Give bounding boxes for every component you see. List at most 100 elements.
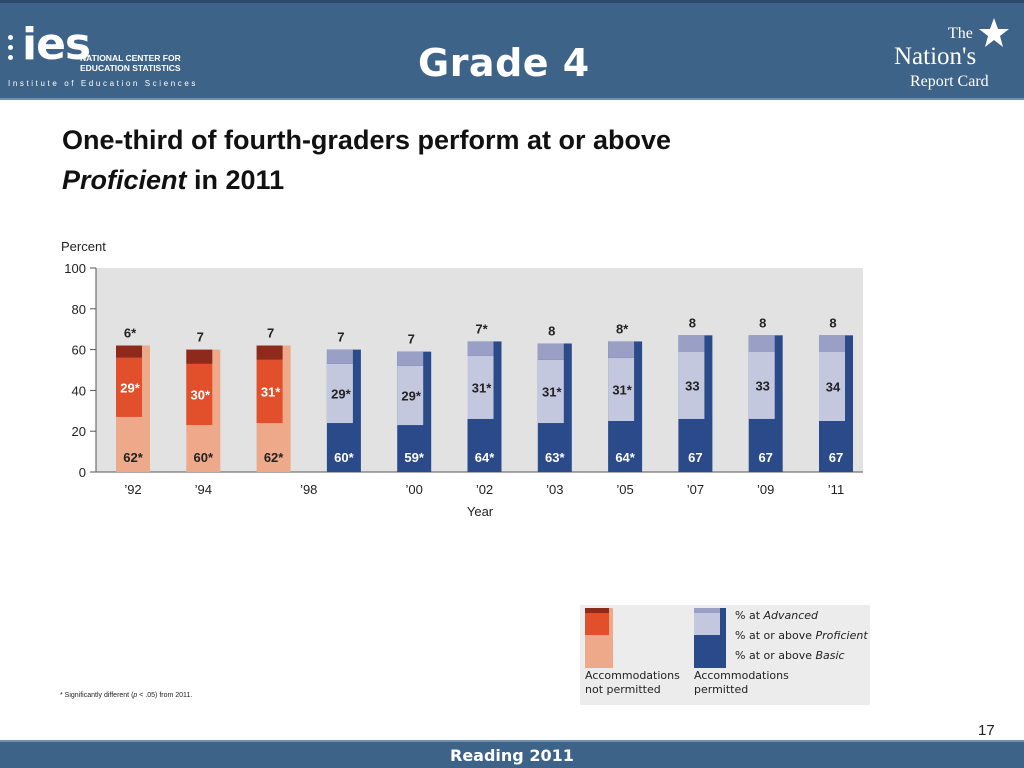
data-label-advanced: 8	[689, 315, 696, 330]
x-tick-label: ’09	[757, 482, 774, 497]
bar-advanced	[608, 341, 635, 358]
data-label-basic: 64*	[615, 450, 635, 465]
ies-logo-subtitle: Institute of Education Sciences	[8, 79, 198, 88]
y-tick-label: 80	[72, 302, 86, 317]
stacked-bar-chart: Percent Year 0 20 40 60 80 100 62* 29* 6* 60* 30* 7…	[61, 239, 863, 519]
nrc-the-text: The	[948, 25, 973, 42]
ies-logo-name-line2: EDUCATION STATISTICS	[80, 63, 181, 73]
data-label-proficient: 33	[685, 378, 699, 393]
bar-advanced	[326, 349, 353, 364]
page-number: 17	[978, 722, 995, 739]
footer-title: Reading 2011	[450, 746, 574, 765]
header-divider	[0, 98, 1024, 100]
x-tick-label: ’11	[828, 482, 844, 497]
bar-advanced	[819, 335, 845, 352]
data-label-proficient: 31*	[612, 382, 632, 397]
data-label-proficient: 34	[826, 379, 841, 394]
data-label-basic: 60*	[194, 450, 214, 465]
legend-basic: % at or above Basic	[735, 649, 845, 662]
data-label-advanced: 7	[408, 332, 415, 347]
headline-line2: Proficient in 2011	[62, 160, 882, 200]
bar-proficient	[326, 363, 353, 424]
ies-logo-name-line1: NATIONAL CENTER FOR	[80, 53, 181, 63]
data-label-proficient: 30*	[191, 387, 211, 402]
data-label-proficient: 31*	[542, 384, 562, 399]
nrc-report-card-text: Report Card	[910, 73, 989, 90]
x-tick-label: ’00	[406, 482, 423, 497]
legend-swatch-permitted	[694, 608, 726, 668]
bar-proficient	[678, 351, 705, 419]
legend-proficient: % at or above Proficient	[735, 629, 868, 642]
x-tick-label: ’07	[687, 482, 704, 497]
legend-permitted-line1: Accommodations	[694, 669, 789, 682]
data-label-basic: 64*	[475, 450, 495, 465]
x-tick-label: ’05	[616, 482, 633, 497]
legend-not-permitted-line1: Accommodations	[585, 669, 680, 682]
x-axis-label: Year	[467, 504, 494, 519]
y-axis-label: Percent	[61, 239, 106, 254]
data-label-basic: 59*	[404, 450, 424, 465]
data-label-advanced: 7	[267, 326, 274, 341]
data-label-proficient: 31*	[472, 380, 492, 395]
bar-proficient	[537, 359, 564, 424]
data-label-advanced: 8	[548, 323, 555, 338]
data-label-proficient: 29*	[401, 389, 421, 404]
legend-swatch-not-permitted	[585, 608, 613, 668]
x-tick-label: ’98	[300, 482, 317, 497]
slide-headline: One-third of fourth-graders perform at o…	[62, 120, 882, 200]
bar-proficient	[397, 365, 424, 426]
footnote-prefix: * Significantly different (	[60, 692, 134, 699]
ies-logo-mark: ies	[22, 19, 91, 70]
x-tick-label: ’94	[195, 482, 212, 497]
footnote-italic: p	[133, 692, 138, 699]
star-icon	[979, 18, 1009, 47]
footnote: * Significantly different (p < .05) from…	[60, 692, 192, 699]
legend-proficient-em: Proficient	[815, 629, 868, 642]
bar-advanced	[748, 335, 775, 352]
nations-report-card-logo: The Nation's Report Card	[880, 17, 1020, 97]
bar-proficient	[256, 359, 283, 424]
data-label-basic: 62*	[264, 450, 284, 465]
data-label-proficient: 29*	[120, 380, 140, 395]
data-label-advanced: 8	[759, 315, 766, 330]
chart-legend: % at Advanced % at or above Proficient %…	[580, 605, 870, 705]
data-label-proficient: 31*	[261, 384, 281, 399]
legend-advanced-prefix: % at	[735, 609, 764, 622]
ies-logo-name: NATIONAL CENTER FOR EDUCATION STATISTICS	[80, 53, 200, 73]
data-label-advanced: 7	[197, 330, 204, 345]
bar-proficient	[186, 363, 213, 426]
data-label-basic: 60*	[334, 450, 354, 465]
data-label-proficient: 33	[755, 378, 769, 393]
bar-advanced	[537, 343, 564, 360]
bar-advanced	[186, 349, 213, 364]
x-tick-label: ’92	[124, 482, 141, 497]
y-tick-label: 40	[72, 383, 86, 398]
legend-basic-prefix: % at or above	[735, 649, 816, 662]
legend-permitted-line2: permitted	[694, 683, 749, 696]
nrc-nations-text: Nation's	[894, 43, 977, 70]
bar-proficient	[467, 355, 494, 419]
legend-basic-em: Basic	[815, 649, 845, 662]
data-label-basic: 67	[829, 450, 843, 465]
bar-advanced	[467, 341, 494, 356]
headline-emphasis: Proficient	[62, 165, 187, 195]
data-label-advanced: 7	[337, 330, 344, 345]
data-label-basic: 67	[688, 450, 702, 465]
bar-advanced	[116, 345, 142, 358]
bar-proficient	[748, 351, 775, 419]
data-label-proficient: 29*	[331, 386, 351, 401]
data-label-advanced: 8*	[616, 321, 629, 336]
x-tick-label: ’02	[476, 482, 493, 497]
legend-advanced-em: Advanced	[763, 609, 819, 622]
data-label-basic: 67	[758, 450, 772, 465]
y-tick-label: 20	[72, 424, 86, 439]
legend-not-permitted-label: Accommodations not permitted	[585, 669, 680, 697]
headline-line1: One-third of fourth-graders perform at o…	[62, 125, 672, 155]
bar-proficient	[116, 357, 142, 417]
data-label-basic: 63*	[545, 450, 565, 465]
footnote-suffix: < .05) from 2011.	[137, 692, 193, 699]
bar-advanced	[397, 351, 424, 366]
bar-proficient	[608, 357, 635, 421]
bar-proficient	[819, 351, 845, 421]
headline-rest: in 2011	[186, 165, 285, 195]
